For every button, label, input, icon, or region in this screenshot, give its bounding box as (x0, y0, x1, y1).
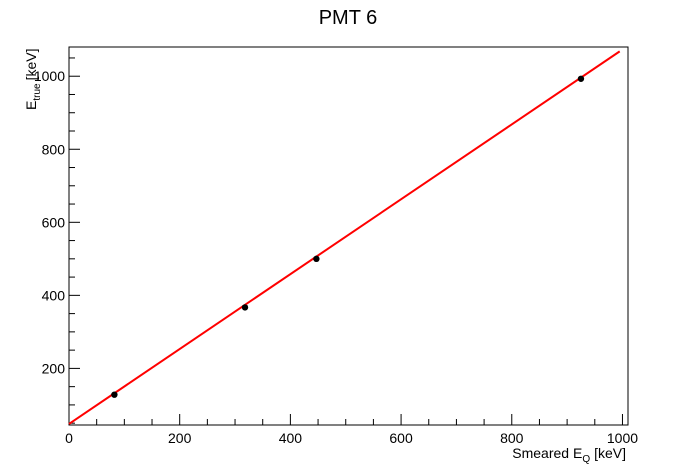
plot-frame (68, 46, 629, 426)
x-tick-label: 600 (389, 430, 413, 446)
y-tick-label: 400 (42, 287, 66, 303)
y-tick-label: 1000 (34, 68, 65, 84)
fit-line (68, 50, 621, 425)
x-axis-title: Smeared EQ [keV] (512, 445, 626, 465)
x-tick-label: 400 (279, 430, 303, 446)
data-point (577, 75, 585, 82)
x-axis-title-unit: [keV] (594, 445, 626, 461)
axes: 0 200 400 600 800 1000 200 400 600 800 1000 (34, 46, 638, 446)
y-axis-title: Etrue [keV] (23, 49, 43, 110)
y-tick-label: 800 (42, 141, 66, 157)
series-layer (68, 50, 621, 425)
y-tick-label: 600 (42, 214, 66, 230)
x-tick-label: 800 (500, 430, 524, 446)
y-tick-label: 200 (42, 360, 66, 376)
y-axis-title-unit: [keV] (23, 49, 39, 81)
x-tick-label: 200 (168, 430, 192, 446)
y-axis-title-sub: true (32, 83, 43, 101)
y-axis-title-main: E (23, 101, 39, 110)
x-tick-label: 1000 (607, 430, 638, 446)
x-tick-label: 0 (65, 430, 73, 446)
data-point (241, 304, 249, 311)
x-axis-title-sub: Q (582, 454, 590, 465)
chart-title: PMT 6 (319, 7, 378, 29)
data-point (111, 391, 118, 398)
x-axis-title-main: Smeared E (512, 445, 582, 461)
data-point (313, 255, 320, 263)
